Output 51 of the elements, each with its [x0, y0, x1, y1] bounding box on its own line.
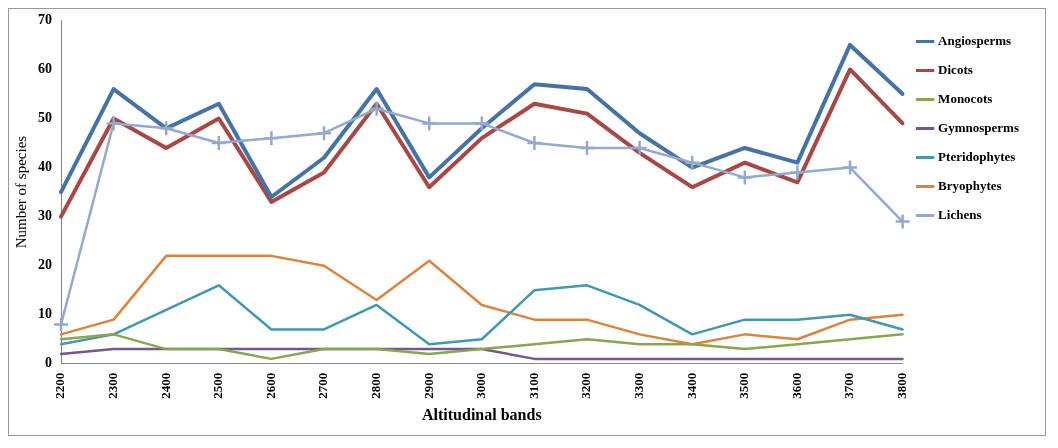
point	[263, 129, 280, 147]
y-tick-label: 50	[38, 110, 52, 126]
point	[894, 213, 911, 230]
x-tick-label: 2300	[104, 372, 120, 399]
point	[736, 169, 754, 186]
y-axis-title: Number of species	[12, 135, 29, 249]
x-tick-label: 3300	[630, 372, 646, 399]
point	[157, 120, 175, 137]
x-tick-label: 2400	[157, 372, 173, 399]
legend-label: Lichens	[938, 206, 982, 222]
point	[841, 159, 859, 176]
point	[105, 115, 122, 132]
x-tick-label: 3500	[736, 372, 752, 399]
x-tick-label: 2800	[367, 372, 383, 399]
y-tick-label: 20	[38, 257, 52, 273]
point	[52, 316, 70, 333]
x-tick-label: 2200	[52, 372, 68, 399]
x-tick-label: 3000	[473, 372, 489, 399]
point	[683, 154, 701, 171]
x-tick-label: 3200	[578, 372, 594, 399]
x-tick-label: 3400	[683, 372, 699, 399]
legend-label: Angiosperms	[938, 32, 1012, 48]
legend-label: Dicots	[938, 61, 973, 77]
x-tick-label: 3100	[525, 372, 541, 399]
x-tick-label: 3800	[893, 372, 909, 399]
y-tick-label: 70	[38, 12, 52, 28]
point	[368, 100, 385, 117]
point	[789, 164, 806, 181]
legend-label: Pteridophytes	[938, 148, 1016, 164]
x-tick-label: 3600	[788, 372, 804, 399]
point	[420, 115, 438, 132]
x-axis-title: Altitudinal bands	[422, 405, 542, 423]
y-tick-label: 40	[38, 159, 52, 175]
legend-label: Monocots	[938, 90, 993, 106]
legend-label: Gymnosperms	[938, 119, 1019, 135]
x-tick-label: 3700	[841, 372, 857, 399]
legend-label: Bryophytes	[938, 177, 1002, 193]
point	[315, 124, 333, 142]
point	[526, 134, 543, 152]
x-tick-label: 2700	[315, 372, 331, 399]
y-tick-label: 10	[38, 306, 52, 322]
x-tick-label: 2500	[210, 372, 226, 399]
point	[473, 115, 491, 132]
x-tick-label: 2900	[420, 372, 436, 399]
y-tick-label: 30	[38, 208, 52, 224]
point	[210, 134, 228, 152]
y-tick-label: 60	[38, 61, 52, 77]
y-tick-label: 0	[45, 355, 52, 371]
point	[578, 139, 596, 157]
x-tick-label: 2600	[262, 372, 278, 399]
point	[631, 139, 648, 157]
